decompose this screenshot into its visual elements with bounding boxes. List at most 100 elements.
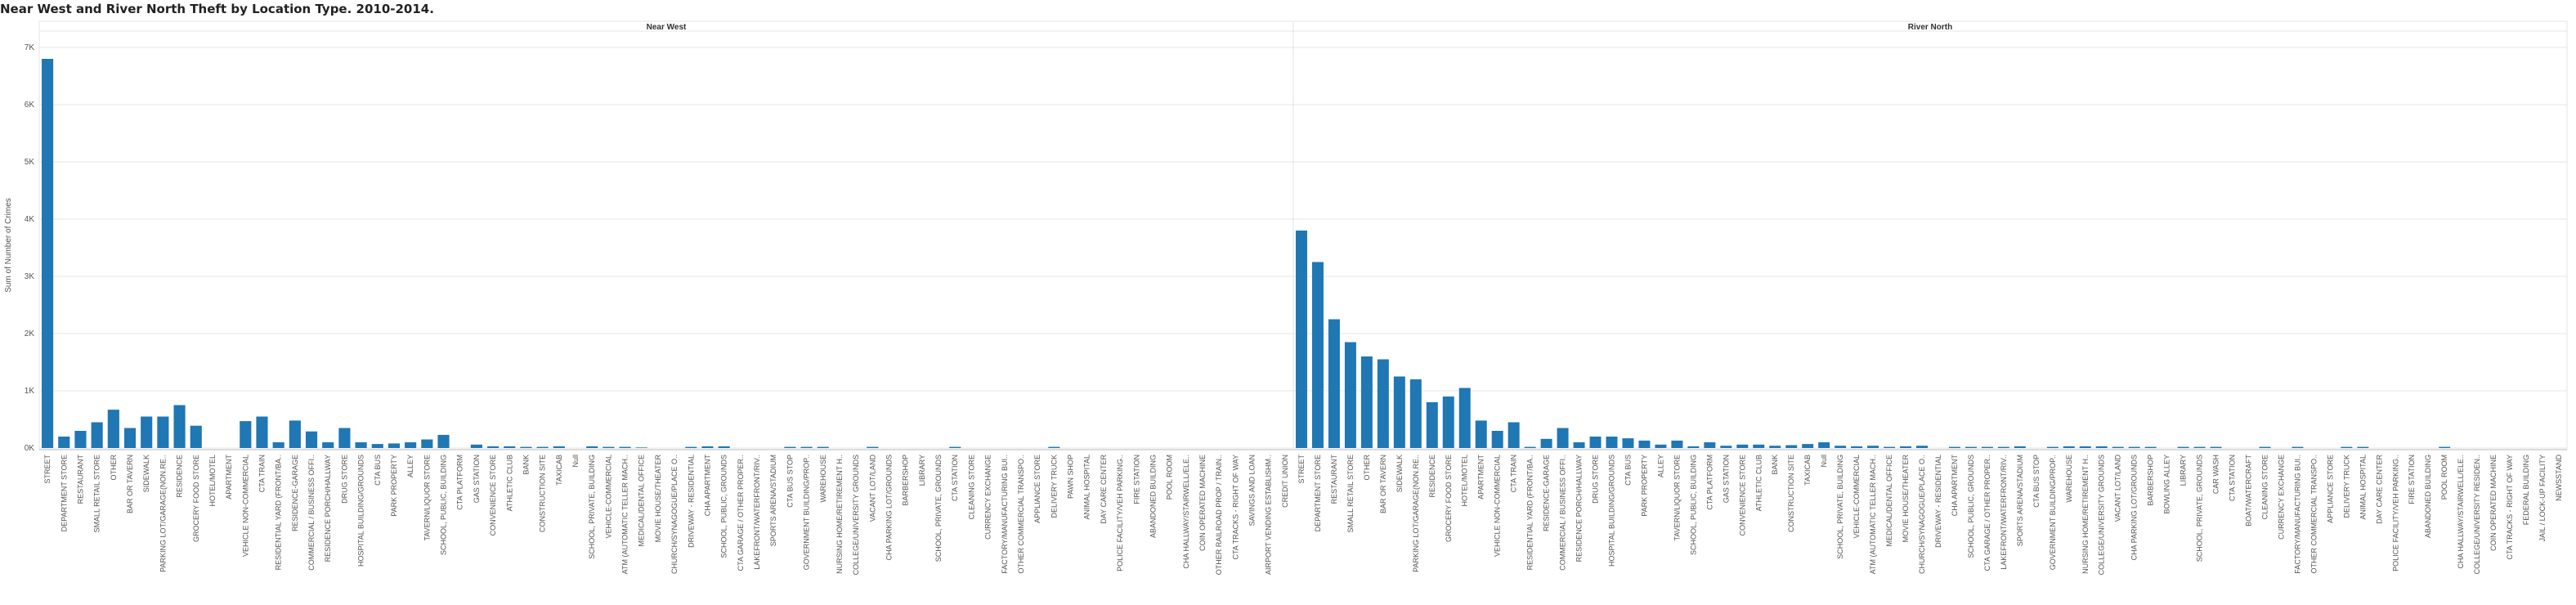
bar	[1360, 356, 1373, 448]
x-tick-label: CTA STATION	[2229, 455, 2237, 501]
bar	[289, 420, 301, 448]
x-tick-label: GROCERY FOOD STORE	[1445, 455, 1453, 542]
bar	[1964, 446, 1977, 448]
x-tick-label: SCHOOL, PRIVATE, GROUNDS	[934, 455, 943, 562]
x-tick-label: CHA PARKING LOT/GROUNDS	[2130, 455, 2139, 560]
x-tick-label: RESIDENCE-GARAGE	[1543, 455, 1551, 531]
bar	[586, 446, 598, 448]
x-tick-label: APARTMENT	[1477, 455, 1485, 500]
bar	[123, 428, 137, 448]
bar	[1475, 420, 1487, 448]
x-tick-label: COMMERCIAL / BUSINESS OFFI..	[307, 455, 316, 571]
x-tick-label: TAXICAB	[555, 455, 563, 486]
bar	[42, 59, 54, 448]
x-tick-label: CTA GARAGE / OTHER PROPER..	[737, 455, 745, 571]
x-tick-label: COIN OPERATED MACHINE	[2489, 455, 2498, 551]
x-tick-label: BANK	[1771, 455, 1779, 475]
bar	[2112, 446, 2124, 448]
bar	[470, 444, 482, 448]
bar	[718, 446, 730, 448]
bar	[1048, 446, 1060, 448]
x-tick-label: NURSING HOME/RETIREMENT H..	[836, 455, 844, 574]
x-tick-label: VEHICLE-COMMERCIAL	[1852, 455, 1861, 539]
x-tick-label: FIRE STATION	[2408, 455, 2416, 504]
x-tick-label: PARK PROPERTY	[1640, 455, 1648, 517]
x-tick-label: VEHICLE-COMMERCIAL	[604, 455, 612, 539]
bar	[1753, 444, 1765, 448]
bar	[603, 446, 615, 448]
x-tick-label: Null	[1820, 455, 1828, 468]
x-tick-label: VEHICLE NON-COMMERCIAL	[1494, 455, 1502, 557]
x-tick-label: POOL ROOM	[1166, 455, 1174, 500]
bar	[405, 442, 417, 448]
bar	[107, 410, 119, 448]
bar	[635, 447, 647, 448]
x-tick-label: STREET	[1297, 455, 1306, 484]
x-tick-label: RESTAURANT	[1330, 455, 1338, 504]
x-tick-label: HOTEL/MOTEL	[208, 455, 217, 507]
x-tick-label: CTA TRAIN	[258, 455, 266, 492]
x-tick-label: FACTORY/MANUFACTURING BUI..	[1001, 455, 1009, 574]
y-tick-label: 2K	[25, 329, 35, 338]
x-tick-label: FEDERAL BUILDING	[2522, 455, 2530, 525]
bar	[437, 434, 450, 448]
bar	[1377, 359, 1389, 448]
x-tick-label: NURSING HOME/RETIREMENT H..	[2081, 455, 2090, 574]
bar	[1736, 444, 1749, 448]
x-tick-label: SIDEWALK	[1396, 455, 1404, 492]
bar	[1606, 437, 1618, 448]
x-tick-label: DEPARTMENT STORE	[1314, 455, 1322, 531]
x-tick-label: CONSTRUCTION SITE	[539, 455, 547, 532]
bar	[1638, 440, 1651, 448]
x-tick-label: CURRENCY EXCHANGE	[984, 455, 992, 540]
bar	[701, 446, 714, 448]
x-tick-label: SCHOOL, PUBLIC, GROUNDS	[720, 455, 728, 558]
x-tick-label: PARK PROPERTY	[390, 455, 398, 517]
bar	[1997, 446, 2009, 448]
panel-header	[1292, 20, 2568, 32]
x-tick-label: CHA HALLWAY/STAIRWELL/ELE..	[1182, 455, 1190, 569]
bar	[2357, 446, 2369, 448]
bar	[1835, 446, 1847, 448]
x-tick-label: RESIDENCE-GARAGE	[291, 455, 299, 531]
x-tick-label: CTA BUS	[1624, 455, 1632, 486]
bar	[619, 446, 631, 448]
x-tick-label: CAR WASH	[2212, 455, 2220, 494]
bar	[74, 431, 87, 448]
bar	[2292, 446, 2304, 448]
bar	[487, 446, 500, 448]
x-tick-label: SAVINGS AND LOAN	[1248, 455, 1257, 526]
x-tick-label: DELIVERY TRUCK	[1050, 455, 1058, 518]
x-tick-label: RESIDENTIAL YARD (FRONT/BA..	[275, 455, 283, 570]
bar	[2144, 446, 2157, 448]
x-tick-label: BARBERSHOP	[902, 455, 910, 506]
bar	[272, 442, 284, 448]
bar	[1393, 376, 1405, 448]
x-tick-label: ABANDONED BUILDING	[1149, 455, 1157, 538]
bar	[1785, 445, 1798, 448]
bar	[1655, 444, 1667, 448]
x-tick-label: OTHER RAILROAD PROP / TRAIN..	[1215, 455, 1223, 575]
x-tick-label: APARTMENT	[225, 455, 233, 500]
x-tick-label: HOTEL/MOTEL	[1461, 455, 1469, 507]
x-tick-label: RESIDENCE	[1428, 455, 1436, 498]
x-tick-label: RESIDENCE PORCH/HALLWAY	[324, 455, 332, 562]
x-tick-label: POLICE FACILITY/VEH PARKING..	[2391, 455, 2399, 571]
x-tick-label: GAS STATION	[1722, 455, 1730, 503]
bar	[1948, 446, 1960, 448]
bar	[173, 405, 186, 448]
bar	[1851, 446, 1863, 448]
x-tick-label: SCHOOL, PRIVATE, BUILDING	[588, 455, 596, 559]
x-tick-label: ALLEY	[406, 455, 414, 477]
x-tick-label: VEHICLE NON-COMMERCIAL	[241, 455, 249, 557]
x-tick-label: APPLIANCE STORE	[1033, 455, 1042, 523]
x-tick-label: ATM (AUTOMATIC TELLER MACH..	[621, 455, 629, 574]
bar	[1671, 440, 1683, 448]
x-tick-label: OTHER	[1363, 454, 1371, 480]
bar	[2259, 446, 2271, 448]
x-tick-label: COLLEGE/UNIVERSITY RESIDEN..	[2473, 455, 2481, 574]
bar	[2128, 446, 2140, 448]
y-tick-label: 0K	[25, 444, 35, 453]
x-tick-label: JAIL / LOCK-UP FACILITY	[2538, 455, 2547, 542]
